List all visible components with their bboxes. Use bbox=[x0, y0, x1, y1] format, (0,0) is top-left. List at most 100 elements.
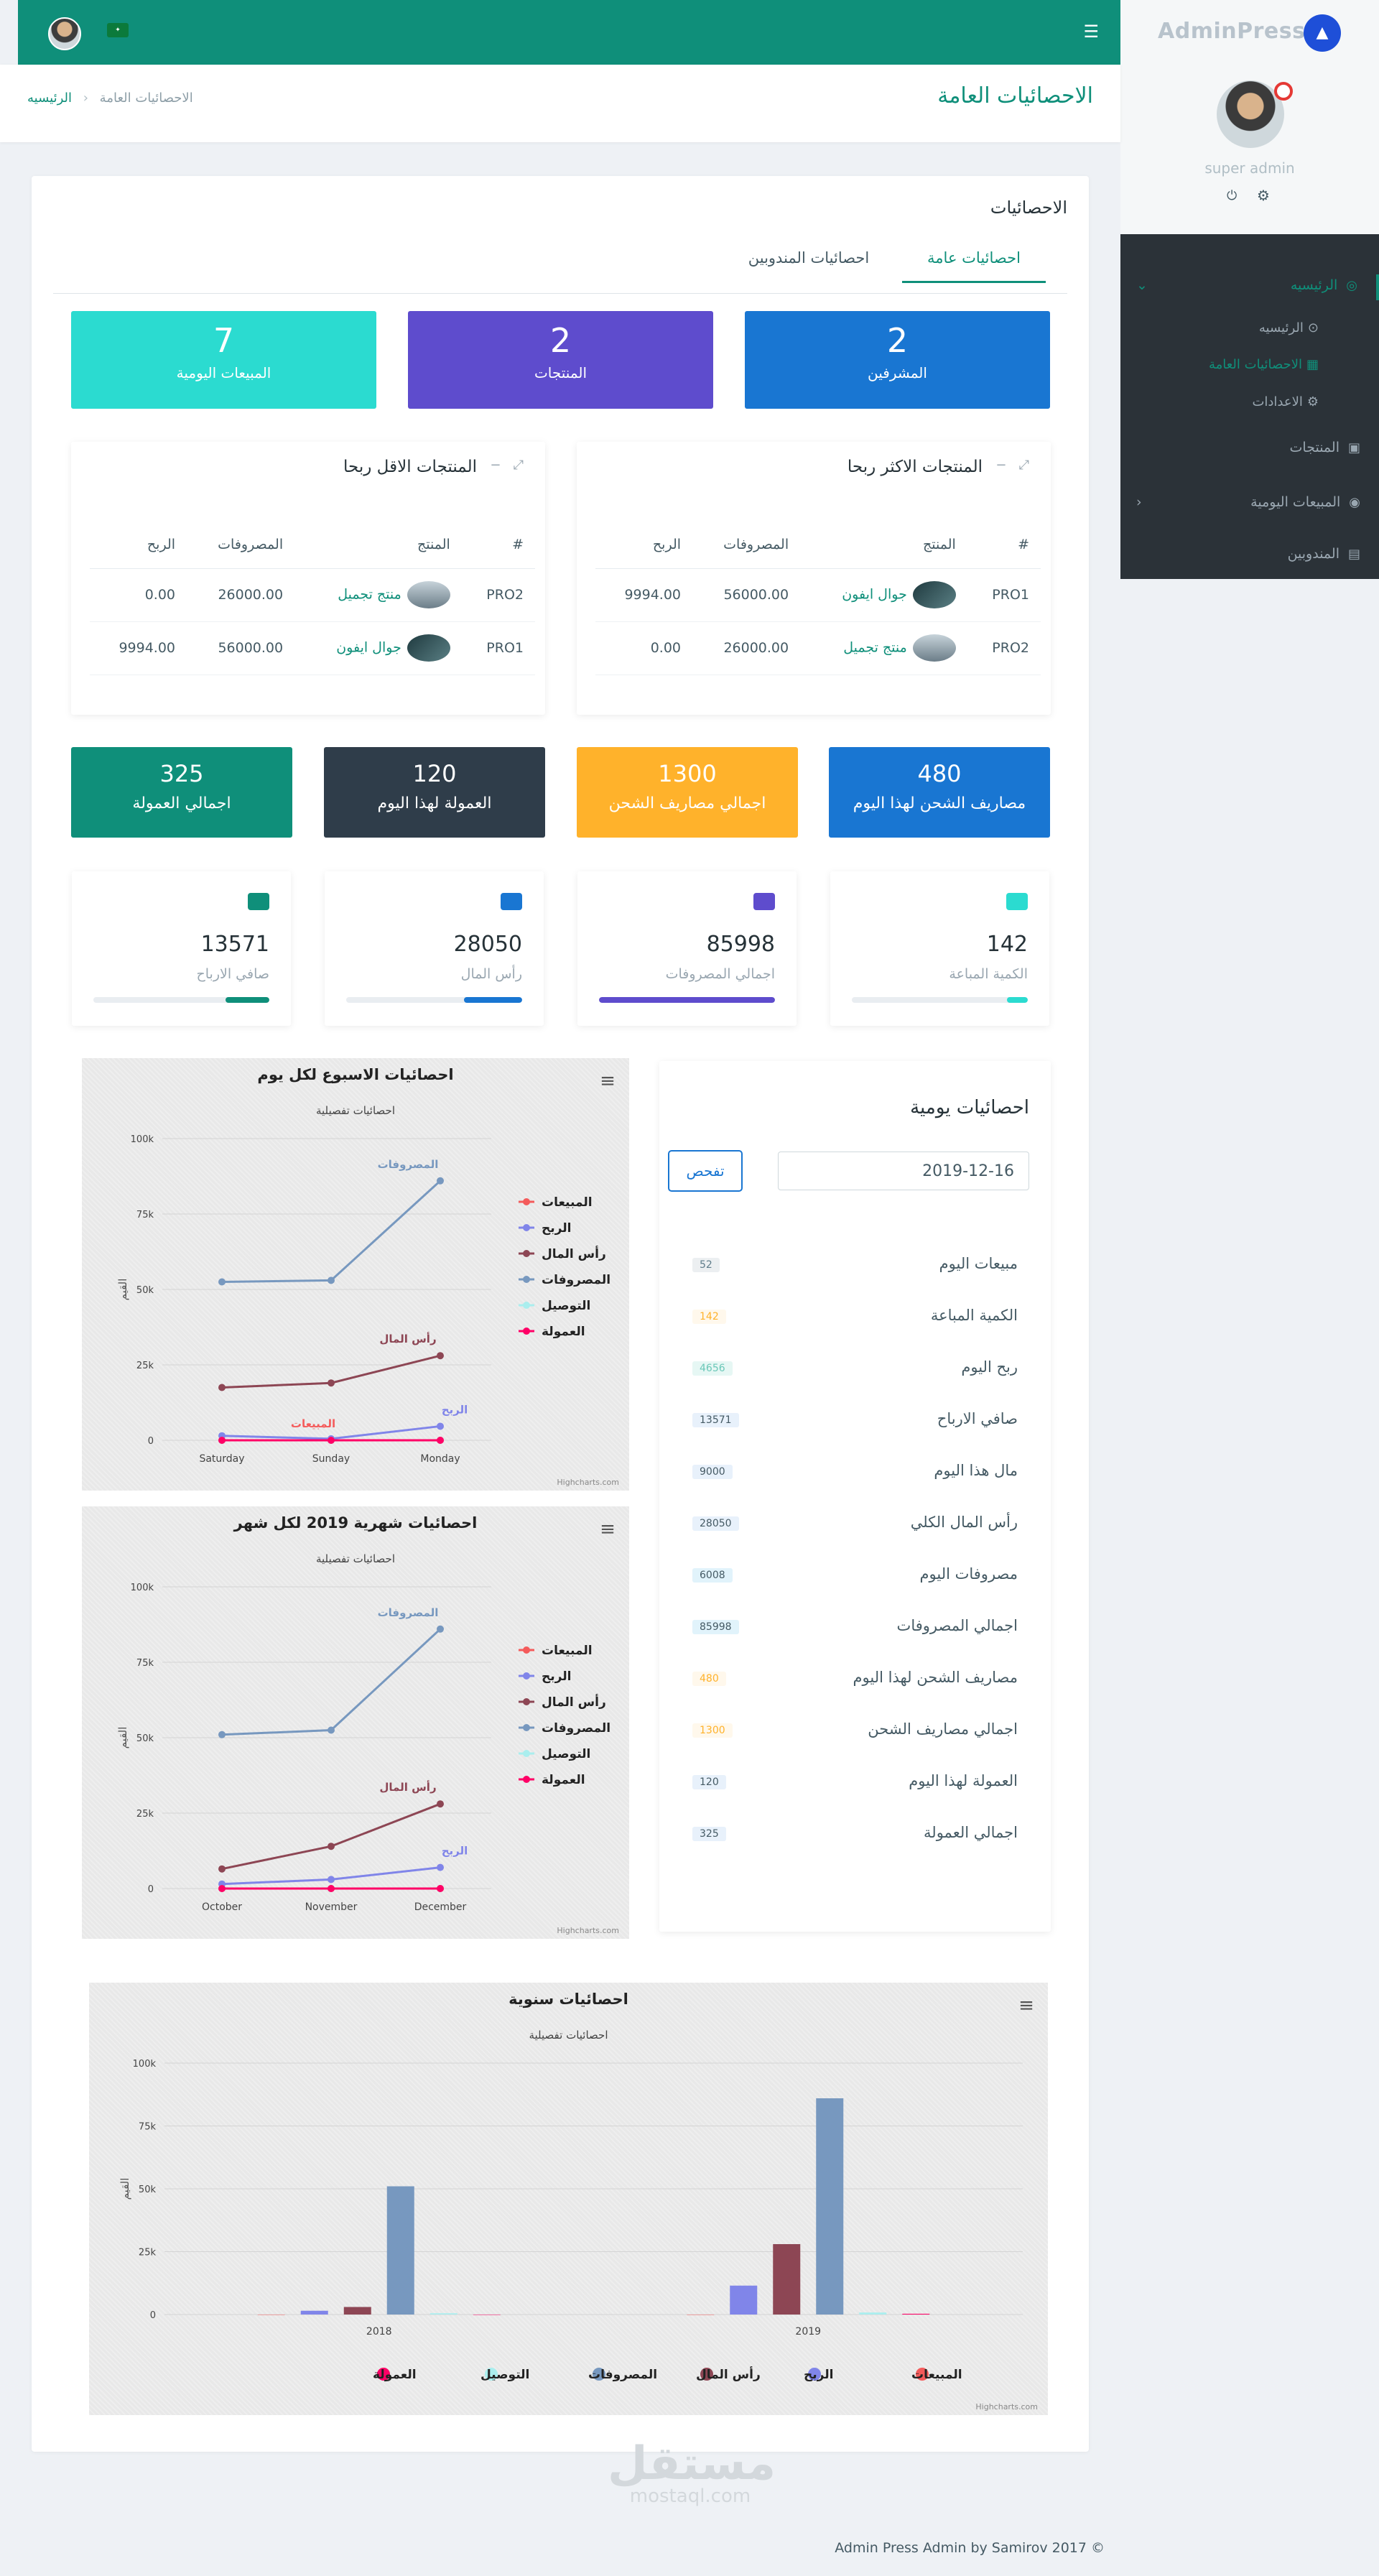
weekly-chart: احصائيات الاسبوع لكل يوم احصائيات تفصيلية… bbox=[82, 1058, 629, 1491]
chevron-icon: ‹ bbox=[83, 91, 88, 106]
gear-icon[interactable]: ⚙ bbox=[1257, 187, 1270, 204]
yearly-chart-svg: احصائيات سنوية احصائيات تفصيلية ≡ Highchart… bbox=[119, 1991, 1038, 2411]
expenses-cell: 56000.00 bbox=[692, 568, 801, 622]
flag-icon[interactable]: ✦ bbox=[107, 23, 129, 37]
collapse-icon[interactable]: − ⤢ bbox=[490, 458, 524, 473]
kpi-progress-fill bbox=[464, 997, 522, 1003]
daily-row: ربح اليوم 4656 bbox=[692, 1358, 1018, 1380]
data-point bbox=[328, 1437, 335, 1444]
table-header: # المنتج المصروفات الربح bbox=[90, 521, 535, 569]
monthly-chart: احصائيات شهرية 2019 لكل شهر احصائيات تفصي… bbox=[82, 1506, 629, 1939]
bar bbox=[816, 2098, 844, 2315]
product-code: PRO1 bbox=[461, 621, 535, 675]
profile-avatar[interactable] bbox=[1217, 80, 1284, 148]
footer-text: Admin Press Admin by Samirov 2017 © bbox=[835, 2540, 1105, 2556]
sidebar-subitem-settings[interactable]: ⚙الاعدادات bbox=[1120, 394, 1379, 416]
check-button[interactable]: تفحص bbox=[668, 1150, 743, 1192]
status-icon bbox=[1274, 82, 1293, 101]
legend-marker bbox=[377, 2368, 390, 2381]
daily-row-label: ربح اليوم bbox=[961, 1358, 1018, 1376]
chart-subtitle: احصائيات تفصيلية bbox=[316, 1104, 395, 1117]
column-header: المنتج bbox=[294, 521, 462, 569]
x-tick-label: Monday bbox=[420, 1453, 460, 1465]
counter-products: 2 المنتجات bbox=[408, 311, 713, 409]
logo-icon: ▲ bbox=[1304, 14, 1341, 52]
kpi-value: 13571 bbox=[200, 932, 269, 957]
series-line bbox=[221, 1628, 442, 1736]
panel-title: المنتجات الاكثر ربحا bbox=[847, 458, 983, 476]
y-tick-label: 0 bbox=[148, 1436, 154, 1447]
legend-entry: التوصيل bbox=[542, 1747, 590, 1761]
data-point bbox=[218, 1731, 226, 1738]
product-link[interactable]: منتج تجميل bbox=[338, 586, 401, 603]
y-axis-label: القيم bbox=[119, 2178, 131, 2200]
data-label: المصروفات bbox=[378, 1606, 439, 1619]
power-icon[interactable]: ⏻ bbox=[1227, 188, 1238, 203]
data-point bbox=[328, 1379, 335, 1387]
daily-row-badge: 4656 bbox=[692, 1361, 733, 1376]
daily-row-label: اجمالي مصاريف الشحن bbox=[868, 1720, 1018, 1738]
product-link[interactable]: جوال ايفون bbox=[336, 639, 401, 656]
breadcrumb-home[interactable]: الرئيسيه bbox=[27, 91, 72, 106]
sidebar-item-label: المندوبين bbox=[1287, 546, 1339, 562]
daily-row-label: الكمية المباعة bbox=[930, 1307, 1018, 1324]
date-input[interactable] bbox=[778, 1152, 1029, 1190]
product-thumbnail bbox=[407, 581, 450, 608]
y-tick-label: 25k bbox=[136, 1361, 154, 1371]
y-tick-label: 0 bbox=[148, 1884, 154, 1895]
daily-row-badge: 142 bbox=[692, 1310, 726, 1324]
counter-label: المشرفين bbox=[868, 364, 927, 381]
sidebar-item-products[interactable]: ▣ المنتجات bbox=[1120, 440, 1379, 464]
watermark-logo: مستقل mostaql.com bbox=[608, 2441, 776, 2506]
sidebar-item-home[interactable]: ◎ الرئيسيه ⌄ bbox=[1120, 274, 1379, 300]
table-header: # المنتج المصروفات الربح bbox=[595, 521, 1041, 569]
bar bbox=[343, 2307, 371, 2315]
legend-marker bbox=[523, 1672, 530, 1680]
legend-marker bbox=[523, 1250, 530, 1257]
product-link[interactable]: جوال ايفون bbox=[842, 586, 907, 603]
summary-shipping-today: 480 مصاريف الشحن لهذا اليوم bbox=[829, 747, 1050, 838]
target-icon: ◉ bbox=[1349, 495, 1360, 510]
menu-icon: ≡ bbox=[600, 1519, 616, 1540]
collapse-icon[interactable]: − ⤢ bbox=[995, 458, 1029, 473]
logo[interactable]: AdminPress ▲ bbox=[1120, 0, 1379, 65]
legend-entry: المبيعات bbox=[542, 1644, 593, 1658]
product-link[interactable]: منتج تجميل bbox=[843, 639, 907, 656]
y-tick-label: 50k bbox=[136, 1285, 154, 1296]
kpi-progress-fill bbox=[1006, 997, 1028, 1003]
low-products-panel: المنتجات الاقل ربحا − ⤢ # المنتج المصروف… bbox=[71, 442, 545, 715]
y-tick-label: 25k bbox=[136, 1809, 154, 1820]
sidebar-subitem-home[interactable]: ⊙الرئيسيه bbox=[1120, 320, 1379, 342]
data-label: الربح bbox=[442, 1403, 468, 1416]
legend-entry: العمولة bbox=[542, 1773, 585, 1787]
daily-row-label: العمولة لهذا اليوم bbox=[909, 1772, 1018, 1789]
x-tick-label: November bbox=[305, 1901, 358, 1913]
data-label: رأس المال bbox=[379, 1780, 436, 1794]
sidebar-item-daily-sales[interactable]: ◉ المبيعات اليومية ‹ bbox=[1120, 494, 1379, 519]
daily-row: صافي الارباح 13571 bbox=[692, 1410, 1018, 1432]
bar bbox=[386, 2186, 414, 2315]
monthly-chart-svg: احصائيات شهرية 2019 لكل شهر احصائيات تفصي… bbox=[116, 1514, 619, 1935]
tab-general[interactable]: احصائيات عامة bbox=[902, 249, 1046, 283]
profit-cell: 9994.00 bbox=[595, 568, 693, 622]
top-products-panel: المنتجات الاكثر ربحا − ⤢ # المنتج المصرو… bbox=[577, 442, 1051, 715]
legend-entry: المصروفات bbox=[542, 1721, 610, 1736]
sidebar-item-label: الاحصائيات العامة bbox=[1208, 357, 1302, 372]
tab-agents[interactable]: احصائيات المندوبين bbox=[748, 249, 870, 267]
kpi-sold-quantity: 142 الكمية المباعة bbox=[830, 871, 1049, 1026]
kpi-capital: 28050 رأس المال bbox=[325, 871, 544, 1026]
daily-row-label: مصروفات اليوم bbox=[919, 1565, 1018, 1583]
summary-value: 480 bbox=[917, 760, 962, 787]
legend-entry: التوصيل bbox=[542, 1299, 590, 1313]
user-avatar[interactable] bbox=[48, 17, 81, 50]
profile-name: super admin bbox=[1204, 159, 1295, 177]
x-tick-label: Saturday bbox=[199, 1453, 244, 1465]
sidebar-subitem-general-stats[interactable]: ▦ الاحصائيات العامة bbox=[1120, 357, 1379, 379]
sidebar-item-agents[interactable]: ▤ المندوبين bbox=[1120, 546, 1379, 570]
hamburger-icon[interactable]: ☰ bbox=[1083, 22, 1099, 42]
data-label: المبيعات bbox=[291, 1417, 335, 1430]
kpi-progress bbox=[852, 997, 1028, 1003]
data-point bbox=[437, 1863, 444, 1871]
kpi-net-profit: 13571 صافي الارباح bbox=[72, 871, 291, 1026]
daily-row-label: اجمالي العمولة bbox=[924, 1824, 1018, 1841]
